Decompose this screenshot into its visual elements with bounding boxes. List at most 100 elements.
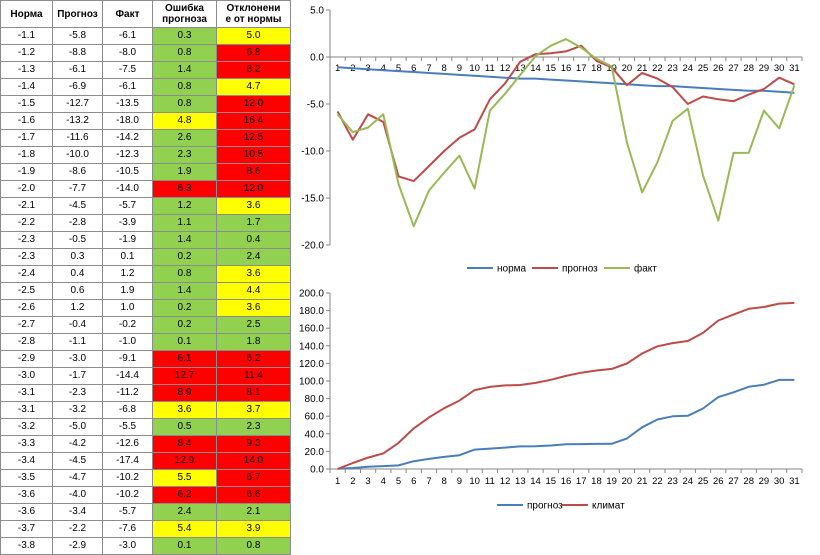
cell-norm: -2.6	[0, 299, 53, 317]
series-line-0	[337, 66, 795, 94]
x-tick-label: 18	[591, 63, 602, 74]
cell-forecast-error: 0.1	[152, 333, 217, 351]
cell-forecast: -4.5	[52, 197, 103, 215]
cell-deviation: 8.6	[216, 163, 291, 181]
y-tick-label: 5.0	[310, 6, 324, 17]
cell-deviation: 2.4	[216, 248, 291, 266]
cell-forecast: -3.4	[52, 503, 103, 521]
cell-forecast: -4.2	[52, 435, 103, 453]
y-tick-label: 60.0	[305, 412, 325, 423]
cell-deviation: 12.0	[216, 180, 291, 198]
cell-norm: -1.2	[0, 44, 53, 62]
cell-forecast-error: 2.3	[152, 146, 217, 164]
cell-forecast-error: 2.6	[152, 129, 217, 147]
cell-norm: -3.4	[0, 452, 53, 470]
series-line-1	[336, 44, 795, 183]
cell-forecast: -10.0	[52, 146, 103, 164]
legend-label: климат	[592, 501, 625, 512]
x-tick-label: 14	[530, 476, 541, 487]
x-tick-label: 1	[335, 63, 340, 74]
cell-forecast: -7.7	[52, 180, 103, 198]
x-tick-label: 7	[426, 63, 431, 74]
x-tick-label: 10	[469, 63, 480, 74]
legend-label: прогноз	[527, 501, 563, 512]
cell-forecast-error: 6.1	[152, 350, 217, 368]
cell-forecast: -0.4	[52, 316, 103, 334]
cell-norm: -2.2	[0, 214, 53, 232]
cell-fact: -1.0	[102, 333, 153, 351]
cell-fact: -14.2	[102, 129, 153, 147]
cell-norm: -3.6	[0, 503, 53, 521]
cell-deviation: 3.9	[216, 520, 291, 538]
cell-forecast-error: 0.2	[152, 248, 217, 266]
cell-fact: -7.5	[102, 61, 153, 79]
x-tick-label: 9	[457, 63, 462, 74]
cell-norm: -1.8	[0, 146, 53, 164]
table-row: -3.5 -4.7 -10.2 5.5 6.7	[0, 469, 291, 487]
x-tick-label: 18	[591, 476, 602, 487]
cell-forecast-error: 1.2	[152, 197, 217, 215]
cell-forecast: -5.0	[52, 418, 103, 436]
y-tick-label: 20.0	[305, 447, 325, 458]
cell-forecast-error: 3.6	[152, 401, 217, 419]
cell-deviation: 12.0	[216, 95, 291, 113]
cell-fact: 1.9	[102, 282, 153, 300]
cell-fact: -13.5	[102, 95, 153, 113]
cell-deviation: 3.6	[216, 265, 291, 283]
cell-deviation: 2.5	[216, 316, 291, 334]
cumulative-deviation-line-chart: 200.0180.0160.0140.0120.0100.080.060.040…	[299, 289, 803, 512]
x-tick-label: 25	[698, 476, 709, 487]
cell-deviation: 4.4	[216, 282, 291, 300]
cell-norm: -2.9	[0, 350, 53, 368]
cell-norm: -2.3	[0, 231, 53, 249]
x-tick-label: 21	[637, 63, 648, 74]
x-tick-label: 26	[713, 63, 724, 74]
x-tick-label: 25	[698, 63, 709, 74]
x-tick-label: 24	[683, 476, 694, 487]
cell-forecast-error: 0.8	[152, 265, 217, 283]
table-row: -3.3 -4.2 -12.6 8.4 9.3	[0, 435, 291, 453]
cell-deviation: 14.0	[216, 452, 291, 470]
cell-deviation: 3.6	[216, 197, 291, 215]
cell-forecast: -4.7	[52, 469, 103, 487]
table-row: -2.5 0.6 1.9 1.4 4.4	[0, 282, 291, 300]
x-tick-label: 11	[485, 476, 495, 487]
cell-deviation: 6.8	[216, 44, 291, 62]
cell-fact: -6.1	[102, 27, 153, 45]
cell-fact: -5.7	[102, 197, 153, 215]
table-row: -3.1 -3.2 -6.8 3.6 3.7	[0, 401, 291, 419]
table-row: -2.3 -0.5 -1.9 1.4 0.4	[0, 231, 291, 249]
cell-forecast: -4.0	[52, 486, 103, 504]
cell-fact: 0.1	[102, 248, 153, 266]
cell-forecast: -5.8	[52, 27, 103, 45]
cell-forecast-error: 0.2	[152, 316, 217, 334]
x-tick-label: 21	[637, 476, 648, 487]
cell-norm: -3.7	[0, 520, 53, 538]
cell-fact: -5.5	[102, 418, 153, 436]
x-tick-label: 22	[652, 476, 663, 487]
cell-norm: -3.0	[0, 367, 53, 385]
y-tick-label: -20.0	[301, 241, 324, 252]
cell-forecast: 0.6	[52, 282, 103, 300]
cell-forecast: 1.2	[52, 299, 103, 317]
y-tick-label: 160.0	[299, 324, 324, 335]
table-row: -3.2 -5.0 -5.5 0.5 2.3	[0, 418, 291, 436]
x-tick-label: 12	[500, 476, 511, 487]
cell-deviation: 3.6	[216, 299, 291, 317]
x-tick-label: 29	[759, 476, 770, 487]
cell-fact: -10.2	[102, 469, 153, 487]
table-row: -1.8 -10.0 -12.3 2.3 10.5	[0, 146, 291, 164]
series-line-0	[337, 378, 795, 470]
cell-forecast: -2.2	[52, 520, 103, 538]
table-row: -2.3 0.3 0.1 0.2 2.4	[0, 248, 291, 266]
x-tick-label: 26	[713, 476, 724, 487]
x-tick-label: 15	[545, 63, 556, 74]
cell-forecast: -6.9	[52, 78, 103, 96]
cell-fact: -18.0	[102, 112, 153, 130]
series-line-2	[336, 38, 796, 228]
cell-forecast-error: 1.4	[152, 61, 217, 79]
x-tick-label: 13	[515, 476, 526, 487]
x-tick-label: 23	[667, 63, 678, 74]
cell-forecast: -2.8	[52, 214, 103, 232]
cell-norm: -2.8	[0, 333, 53, 351]
